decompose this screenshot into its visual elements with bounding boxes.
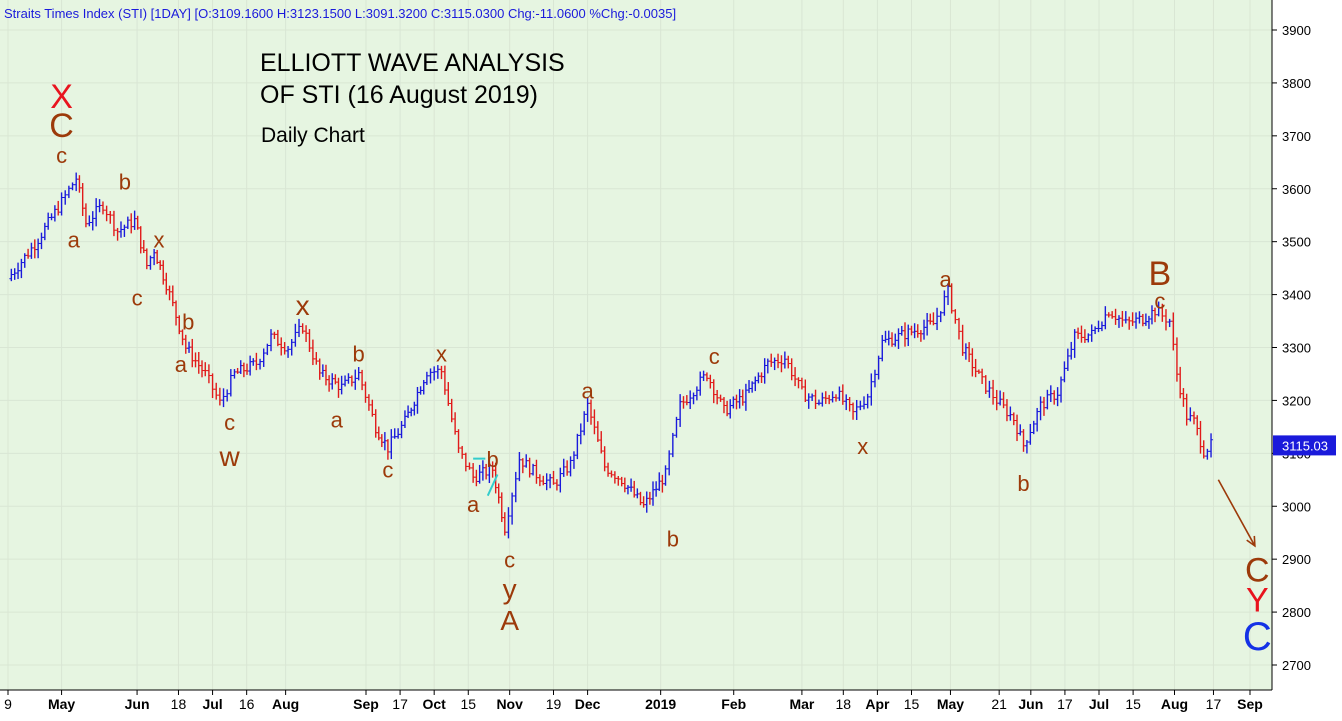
projection-arrow-head <box>1246 535 1256 548</box>
x-tick-label: Sep <box>1237 696 1263 712</box>
x-tick-label: 21 <box>991 696 1007 712</box>
wave-label: a <box>939 267 952 292</box>
x-tick-label: 15 <box>460 696 476 712</box>
x-tick-label: 17 <box>1206 696 1222 712</box>
axis-background <box>1272 0 1342 721</box>
y-axis: 2700280029003000310032003300340035003600… <box>1272 23 1311 673</box>
wave-label: c <box>504 548 515 573</box>
x-tick-label: Dec <box>575 696 601 712</box>
x-tick-label: Jul <box>202 696 222 712</box>
x-tick-label: 16 <box>239 696 255 712</box>
x-tick-label: 18 <box>836 696 852 712</box>
wave-label: c <box>1154 288 1165 313</box>
bottom-axis-background <box>0 690 1272 721</box>
y-tick-label: 3800 <box>1282 76 1311 91</box>
wave-label: b <box>1017 471 1029 496</box>
x-tick-label: 18 <box>171 696 187 712</box>
x-tick-label: Jun <box>1018 696 1043 712</box>
triangle-line-bottom <box>486 474 499 497</box>
wave-label: a <box>331 407 344 432</box>
wave-label: C <box>1243 615 1272 659</box>
wave-label: b <box>667 526 679 551</box>
wave-label: a <box>467 492 480 517</box>
last-price-label: 3115.03 <box>1282 438 1328 453</box>
x-tick-label: May <box>48 696 75 712</box>
wave-label: w <box>218 441 240 472</box>
y-tick-label: 2700 <box>1282 658 1311 673</box>
x-axis: 9 May Jun 18 Jul 16 Aug Sep 17 Oct 15 Nov 19 Dec 2019 F… <box>4 690 1263 712</box>
x-tick-label: 17 <box>1057 696 1073 712</box>
chart-subtitle: Daily Chart <box>261 124 365 147</box>
wave-label: C <box>1245 551 1270 589</box>
plot-background <box>0 0 1272 690</box>
y-tick-label: 3700 <box>1282 129 1311 144</box>
wave-label: c <box>224 410 235 435</box>
wave-label: C <box>49 107 74 145</box>
wave-label: b <box>182 310 194 335</box>
chart-title-line2: OF STI (16 August 2019) <box>260 81 538 109</box>
wave-label: x <box>857 434 868 459</box>
x-tick-label: 15 <box>1125 696 1141 712</box>
x-tick-label: 17 <box>392 696 408 712</box>
y-tick-label: 3000 <box>1282 499 1311 514</box>
wave-label: b <box>353 341 365 366</box>
wave-label: c <box>56 143 67 168</box>
wave-label: c <box>132 286 143 311</box>
x-tick-label: Aug <box>1161 696 1188 712</box>
wave-label: c <box>382 458 393 483</box>
x-tick-label: Apr <box>865 696 890 712</box>
y-tick-label: 2800 <box>1282 605 1311 620</box>
last-price-marker: 3115.03 <box>1273 435 1336 456</box>
chart-header: Straits Times Index (STI) [1DAY] [O:3109… <box>4 6 676 21</box>
x-tick-label: Mar <box>789 696 814 712</box>
wave-label: b <box>486 447 498 472</box>
wave-label: x <box>436 341 447 366</box>
price-bars <box>9 172 1214 539</box>
x-tick-label: 9 <box>4 696 12 712</box>
x-tick-label: Feb <box>721 696 746 712</box>
y-tick-label: 3400 <box>1282 288 1311 303</box>
wave-label: b <box>119 169 131 194</box>
wave-label: a <box>175 352 188 377</box>
x-tick-label: 19 <box>546 696 562 712</box>
projection-arrow <box>1217 479 1256 547</box>
wave-label: x <box>153 227 164 252</box>
x-tick-label: 15 <box>904 696 920 712</box>
chart-title-line1: ELLIOTT WAVE ANALYSIS <box>260 49 565 77</box>
wave-label: Y <box>1246 582 1269 620</box>
x-tick-label: May <box>937 696 964 712</box>
x-tick-label: Oct <box>423 696 447 712</box>
y-tick-label: 3600 <box>1282 182 1311 197</box>
wave-label: X <box>50 78 73 116</box>
y-tick-label: 2900 <box>1282 552 1311 567</box>
wave-label: c <box>709 344 720 369</box>
wave-label: a <box>581 378 594 403</box>
x-tick-label: 2019 <box>645 696 676 712</box>
wave-label: B <box>1149 255 1172 293</box>
y-tick-label: 3900 <box>1282 23 1311 38</box>
x-tick-label: Nov <box>496 696 523 712</box>
y-tick-label: 3200 <box>1282 393 1311 408</box>
x-tick-label: Jun <box>125 696 150 712</box>
wave-label: a <box>68 227 81 252</box>
y-tick-label: 3300 <box>1282 341 1311 356</box>
wave-annotations <box>473 457 1256 548</box>
wave-label: A <box>500 605 519 636</box>
wave-label: x <box>296 290 310 321</box>
x-tick-label: Sep <box>353 696 379 712</box>
last-price-box <box>1273 435 1336 456</box>
y-tick-label: 3500 <box>1282 235 1311 250</box>
grid-lines <box>0 0 1272 690</box>
x-tick-label: Jul <box>1089 696 1109 712</box>
x-tick-label: Aug <box>272 696 299 712</box>
wave-label: y <box>503 573 517 604</box>
